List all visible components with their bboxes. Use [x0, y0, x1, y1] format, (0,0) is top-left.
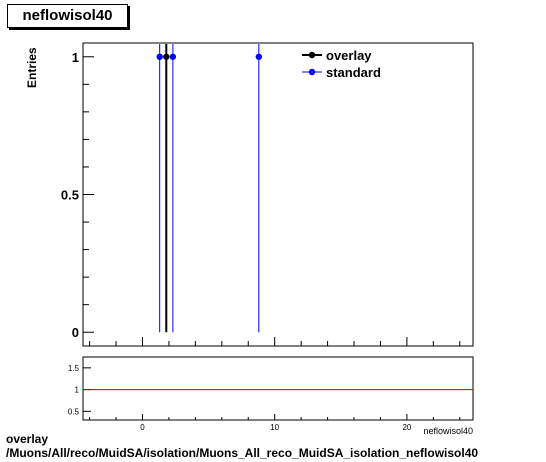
ratio-x-tick-label: 20 [402, 423, 411, 432]
main-y-tick-label: 0.5 [61, 188, 79, 203]
main-axes: 00.51 [61, 50, 461, 346]
y-axis-label: Entries [25, 47, 39, 88]
main-y-tick-label: 0 [72, 325, 79, 340]
ratio-y-tick-label: 0.5 [68, 407, 80, 416]
data-point-standard [169, 53, 177, 60]
main-marks [156, 44, 263, 333]
ratio-y-tick-label: 1.5 [68, 364, 80, 373]
ratio-plot-frame [82, 356, 474, 421]
ratio-x-tick-label: 0 [140, 423, 145, 432]
data-point-overlay [163, 53, 170, 60]
data-point-standard [156, 53, 163, 60]
legend-label-overlay: overlay [326, 48, 372, 63]
legend-label-standard: standard [326, 65, 381, 80]
main-y-tick-label: 1 [72, 50, 79, 65]
chart-title: neflowisol40 [7, 4, 128, 28]
ratio-y-tick-label: 1 [75, 386, 80, 395]
data-point-standard [255, 53, 263, 60]
legend: overlay standard [302, 48, 381, 80]
x-axis-label: neflowisol40 [423, 426, 473, 436]
footer-path: /Muons/All/reco/MuidSA/isolation/Muons_A… [6, 446, 479, 460]
footer-label-overlay: overlay [6, 432, 49, 446]
ratio-x-tick-label: 10 [270, 423, 279, 432]
main-plot-frame [82, 42, 474, 347]
ratio-axes: 0 10 20 0.5 1 1.5 [68, 364, 461, 432]
legend-marker-standard [308, 68, 316, 76]
legend-marker-overlay [308, 51, 316, 59]
